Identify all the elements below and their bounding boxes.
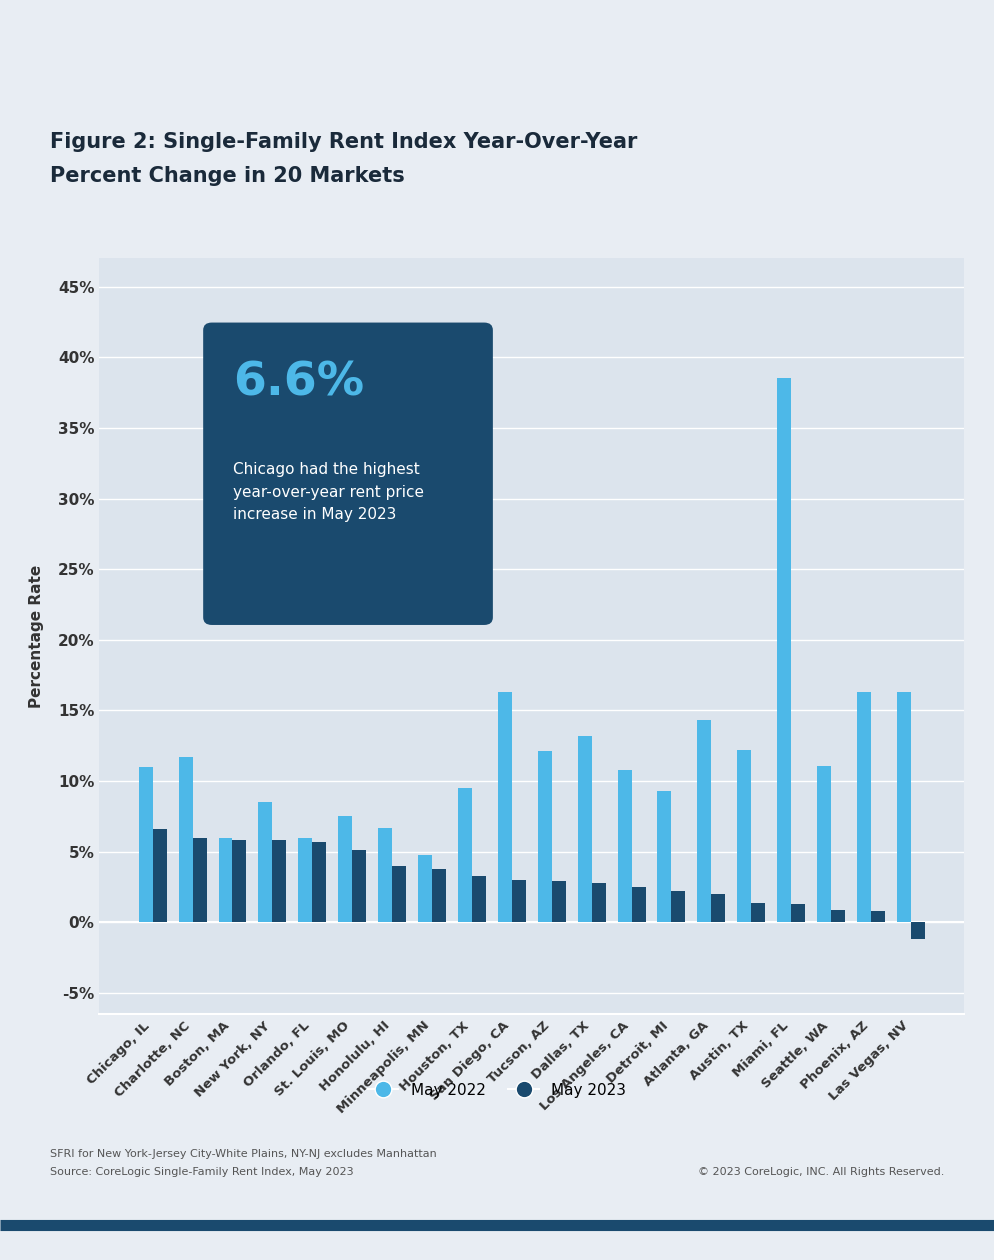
Bar (418, 854, 432, 922)
Bar (712, 895, 726, 922)
Bar (458, 789, 472, 922)
FancyBboxPatch shape (203, 323, 493, 625)
Bar (512, 879, 526, 922)
Bar (698, 721, 712, 922)
Bar (352, 850, 366, 922)
Bar (338, 816, 352, 922)
Bar (193, 838, 207, 922)
Bar (472, 876, 486, 922)
Bar (538, 751, 552, 922)
Bar (672, 891, 686, 922)
Bar (777, 378, 791, 922)
Bar (831, 910, 845, 922)
Bar (298, 838, 312, 922)
Bar (631, 887, 645, 922)
Bar (617, 770, 631, 922)
Bar (751, 902, 765, 922)
Bar (552, 882, 566, 922)
Bar (378, 828, 392, 922)
Text: Figure 2: Single-Family Rent Index Year-Over-Year: Figure 2: Single-Family Rent Index Year-… (50, 132, 637, 152)
Bar (272, 840, 286, 922)
Bar (498, 692, 512, 922)
Bar (591, 883, 605, 922)
Bar (857, 692, 871, 922)
Bar (233, 840, 247, 922)
Bar (139, 767, 153, 922)
Text: Chicago had the highest
year-over-year rent price
increase in May 2023: Chicago had the highest year-over-year r… (234, 462, 424, 522)
Bar (312, 842, 326, 922)
Text: 6.6%: 6.6% (234, 360, 365, 406)
Bar (817, 766, 831, 922)
Text: © 2023 CoreLogic, INC. All Rights Reserved.: © 2023 CoreLogic, INC. All Rights Reserv… (698, 1167, 944, 1177)
Bar (657, 791, 672, 922)
Bar (179, 757, 193, 922)
Bar (871, 911, 885, 922)
Text: Percent Change in 20 Markets: Percent Change in 20 Markets (50, 166, 405, 186)
Bar (738, 750, 751, 922)
Bar (392, 866, 407, 922)
Bar (911, 922, 924, 940)
Bar (258, 803, 272, 922)
Bar (578, 736, 591, 922)
Bar (219, 838, 233, 922)
Bar (791, 905, 805, 922)
Bar (432, 868, 446, 922)
Bar (897, 692, 911, 922)
Y-axis label: Percentage Rate: Percentage Rate (29, 564, 44, 708)
Legend: May 2022, May 2023: May 2022, May 2023 (362, 1076, 632, 1104)
Text: SFRI for New York-Jersey City-White Plains, NY-NJ excludes Manhattan: SFRI for New York-Jersey City-White Plai… (50, 1149, 436, 1159)
Bar (153, 829, 167, 922)
Text: Source: CoreLogic Single-Family Rent Index, May 2023: Source: CoreLogic Single-Family Rent Ind… (50, 1167, 353, 1177)
